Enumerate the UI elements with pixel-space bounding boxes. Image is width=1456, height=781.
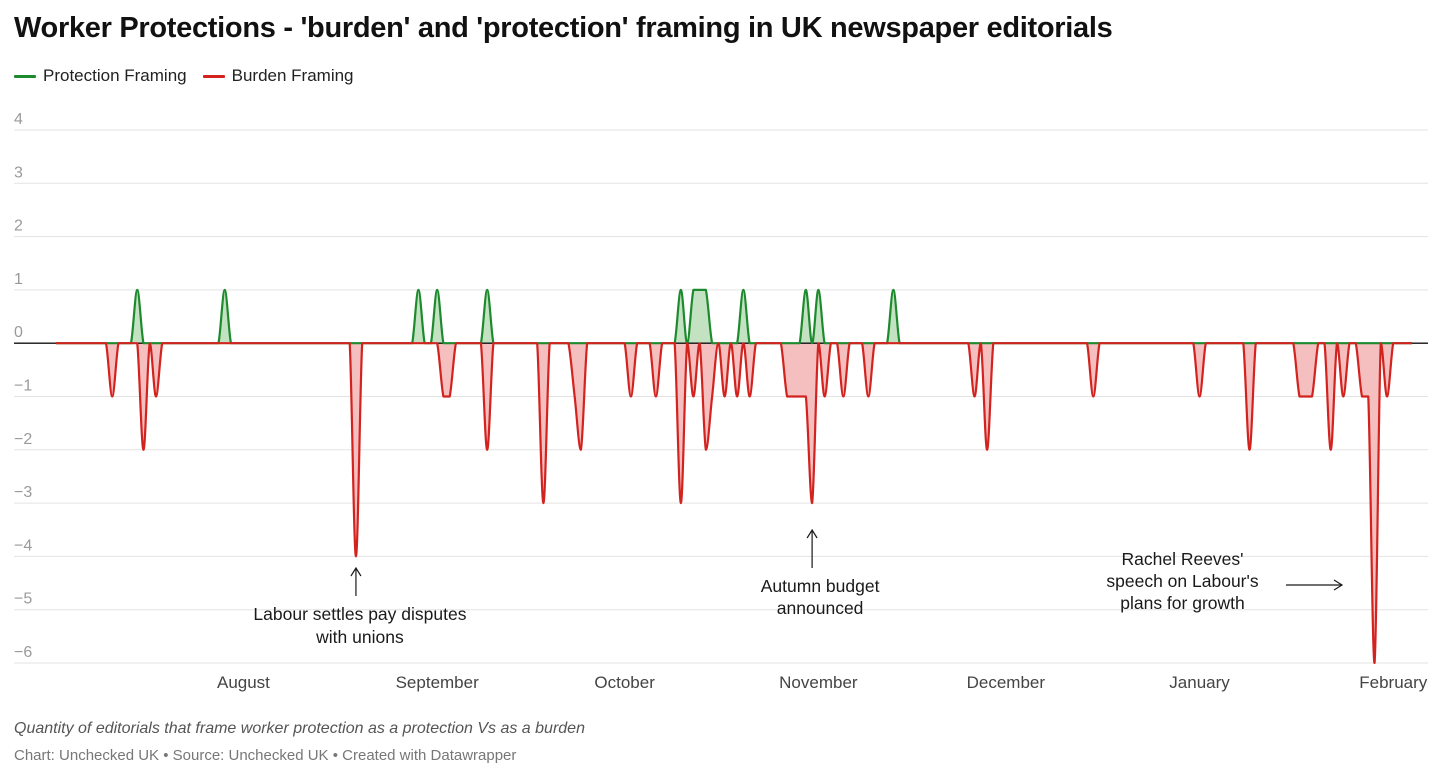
annotation-text: plans for growth — [1120, 593, 1245, 613]
x-tick-label: August — [217, 673, 270, 692]
annotation-text: speech on Labour's — [1106, 571, 1258, 591]
chart-plot: 4 3 2 1 0 −1 −2 −3 −4 −5 −6 August September October N… — [14, 111, 1428, 692]
y-tick-label: 2 — [14, 218, 23, 235]
annotation-text: Labour settles pay disputes — [253, 604, 466, 624]
y-tick-label: −6 — [14, 644, 32, 661]
y-tick-label: 4 — [14, 111, 23, 128]
legend-swatch-protection — [14, 74, 36, 78]
annotation-text: announced — [777, 598, 864, 618]
annotation-text: Rachel Reeves' — [1121, 549, 1243, 569]
legend-item-burden: Burden Framing — [202, 66, 354, 86]
legend-swatch-burden — [202, 74, 225, 78]
y-tick-label: 0 — [14, 324, 23, 341]
chart-description: Quantity of editorials that frame worker… — [14, 720, 585, 737]
y-tick-label: −5 — [14, 591, 32, 608]
series-lines — [56, 288, 1412, 665]
chart-footer: Chart: Unchecked UK • Source: Unchecked … — [14, 747, 517, 764]
annotation-arrowhead — [806, 528, 818, 539]
y-tick-label: −3 — [14, 484, 32, 501]
legend: Protection Framing Burden Framing — [14, 66, 354, 86]
legend-label-protection: Protection Framing — [43, 66, 187, 85]
x-tick-label: October — [594, 673, 655, 692]
x-tick-label: January — [1169, 673, 1230, 692]
x-tick-label: February — [1359, 673, 1428, 692]
y-tick-label: 3 — [14, 164, 23, 181]
legend-item-protection: Protection Framing — [14, 66, 187, 86]
x-tick-label: December — [967, 673, 1046, 692]
annotation-text: Autumn budget — [761, 576, 880, 596]
chart-title: Worker Protections - 'burden' and 'prote… — [14, 12, 1113, 44]
y-tick-label: −2 — [14, 431, 32, 448]
annotation-text: with unions — [315, 627, 404, 647]
y-tick-label: −1 — [14, 378, 32, 395]
legend-label-burden: Burden Framing — [231, 66, 354, 85]
annotations: Labour settles pay disputes with unions Au… — [253, 528, 1344, 647]
y-tick-label: −4 — [14, 537, 32, 554]
line-burden — [56, 342, 1412, 665]
area-protection — [56, 289, 1412, 344]
gridlines — [14, 129, 1428, 664]
annotation-arrowhead — [350, 566, 362, 577]
x-tick-label: November — [779, 673, 858, 692]
x-tick-label: September — [396, 673, 479, 692]
annotation-arrowhead — [1333, 579, 1344, 591]
y-tick-label: 1 — [14, 271, 23, 288]
line-protection — [56, 288, 1412, 345]
axis-ticks: 4 3 2 1 0 −1 −2 −3 −4 −5 −6 August September October N… — [14, 111, 1428, 692]
